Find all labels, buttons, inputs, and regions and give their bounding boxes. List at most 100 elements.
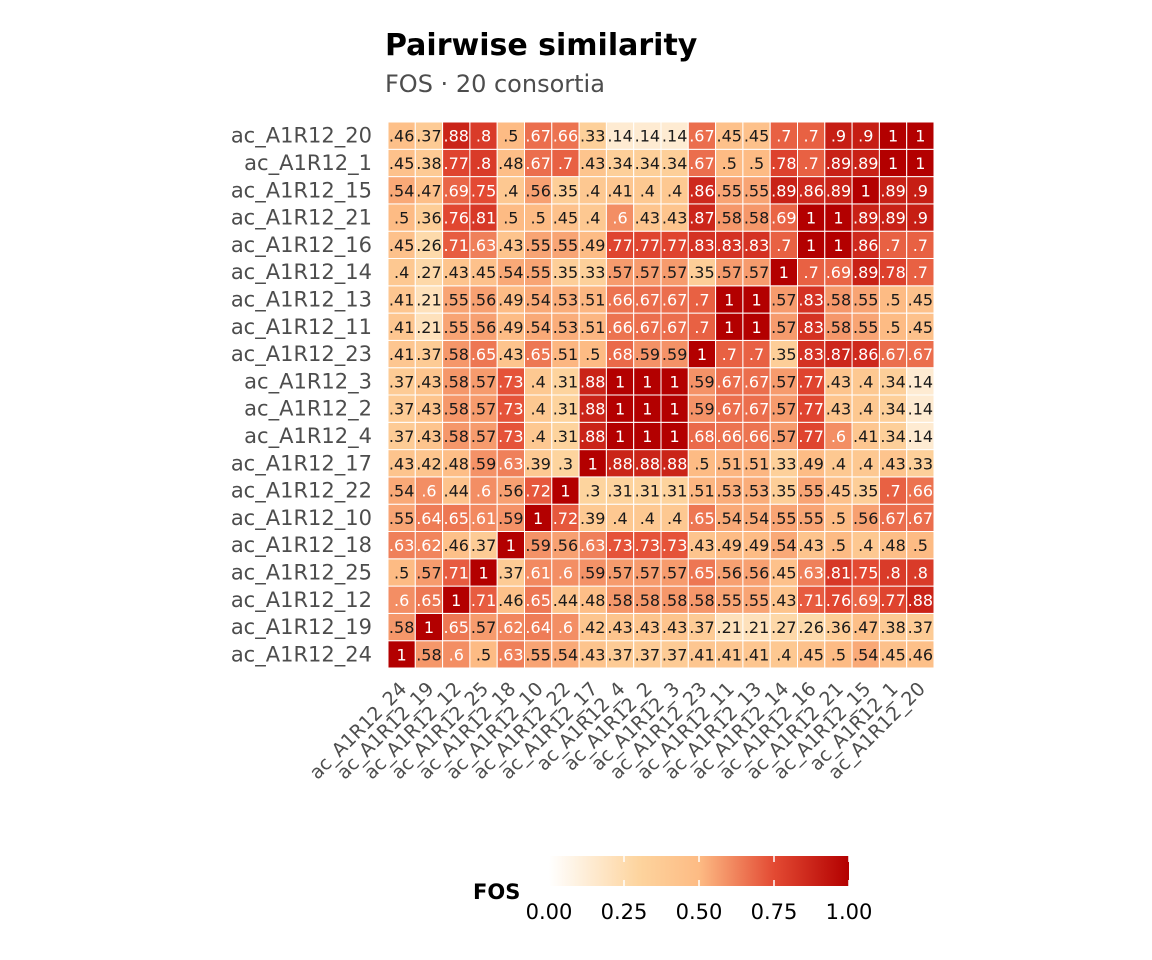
heatmap-cell [414, 203, 444, 232]
cell-value-label: .4 [776, 645, 791, 664]
heatmap-cell [414, 476, 444, 505]
heatmap-cell [414, 258, 444, 287]
heatmap-cell [551, 503, 580, 533]
heatmap-cell [851, 367, 880, 396]
cell-value-label: .61 [471, 509, 496, 528]
cell-value-label: .37 [389, 427, 414, 446]
cell-value-label: 1 [451, 591, 461, 610]
cell-value-label: .56 [717, 563, 742, 582]
cell-value-label: .88 [444, 127, 469, 146]
heatmap-cell [851, 312, 880, 341]
heatmap-cell [387, 421, 416, 451]
cell-value-label: .4 [503, 181, 518, 200]
cell-value-label: .58 [416, 645, 441, 664]
heatmap-cell [469, 258, 498, 287]
cell-value-label: .54 [525, 318, 550, 337]
cell-value-label: .49 [498, 290, 523, 309]
cell-value-label: .65 [444, 618, 469, 637]
heatmap-cell [769, 531, 799, 560]
cell-value-label: .89 [771, 181, 796, 200]
heatmap-cell [715, 640, 744, 669]
cell-value-label: .35 [771, 345, 796, 364]
heatmap-cell [797, 312, 826, 341]
heatmap-cell [906, 640, 935, 669]
cell-value-label: .89 [853, 209, 878, 228]
cell-value-label: .54 [389, 181, 414, 200]
cell-value-label: .83 [744, 236, 769, 255]
cell-value-label: .59 [689, 400, 714, 419]
heatmap-cell [605, 531, 635, 560]
cell-value-label: .55 [525, 236, 550, 255]
heatmap-cell [660, 285, 689, 314]
cell-value-label: .83 [717, 236, 742, 255]
cell-value-label: .21 [416, 290, 441, 309]
heatmap-cell [660, 531, 689, 560]
cell-value-label: .71 [471, 591, 496, 610]
heatmap-cell [742, 558, 771, 587]
cell-value-label: .6 [558, 563, 573, 582]
heatmap-cell [524, 640, 553, 669]
cell-value-label: .68 [607, 345, 632, 364]
heatmap-cell [633, 394, 662, 423]
heatmap-cell [715, 394, 744, 423]
cell-value-label: .7 [804, 154, 819, 173]
cell-value-label: .67 [908, 509, 933, 528]
cell-value-label: .58 [744, 209, 769, 228]
legend-tick-label: 0.25 [601, 900, 648, 924]
heatmap-cell [906, 394, 935, 423]
cell-value-label: .71 [798, 591, 823, 610]
cell-value-label: .67 [717, 400, 742, 419]
cell-value-label: .39 [525, 454, 550, 473]
heatmap-cell [824, 121, 853, 150]
cell-value-label: .41 [689, 645, 714, 664]
cell-value-label: .53 [744, 482, 769, 501]
cell-value-label: .41 [853, 427, 878, 446]
heatmap-cell [660, 176, 689, 205]
cell-value-label: .5 [503, 127, 518, 146]
cell-value-label: .66 [553, 127, 578, 146]
heatmap-cell [797, 612, 826, 642]
heatmap-cell [797, 121, 826, 150]
cell-value-label: .67 [744, 372, 769, 391]
heatmap-cell [496, 203, 526, 232]
cell-value-label: .45 [798, 645, 823, 664]
legend-tick-label: 1.00 [826, 900, 873, 924]
cell-value-label: 1 [697, 345, 707, 364]
heatmap-cell [387, 531, 416, 560]
heatmap-cell [605, 394, 635, 423]
heatmap-cell [414, 421, 444, 451]
cell-value-label: 1 [861, 181, 871, 200]
cell-value-label: .51 [553, 345, 578, 364]
cell-value-label: .75 [853, 563, 878, 582]
cell-value-label: .43 [416, 372, 441, 391]
cell-value-label: .54 [717, 509, 742, 528]
cell-value-label: .41 [389, 290, 414, 309]
cell-value-label: .57 [771, 372, 796, 391]
y-tick-label: ac_A1R12_22 [231, 479, 372, 504]
cell-value-label: .43 [607, 618, 632, 637]
heatmap-cell [824, 640, 853, 669]
cell-value-label: .14 [908, 400, 933, 419]
cell-value-label: .58 [444, 427, 469, 446]
cell-value-label: .55 [389, 509, 414, 528]
heatmap-cell [414, 230, 444, 259]
cell-value-label: 1 [642, 427, 652, 446]
y-tick-label: ac_A1R12_11 [231, 315, 372, 340]
cell-value-label: .37 [389, 372, 414, 391]
cell-value-label: .58 [689, 591, 714, 610]
cell-value-label: .48 [498, 154, 523, 173]
cell-value-label: .43 [798, 536, 823, 555]
cell-value-label: .43 [498, 236, 523, 255]
cell-value-label: .7 [913, 236, 928, 255]
heatmap-cell [687, 640, 717, 669]
cell-value-label: .4 [531, 372, 546, 391]
heatmap-cells: 1.58.6.5.63.55.54.43.37.37.37.41.41.41.4… [387, 121, 935, 669]
y-tick-label: ac_A1R12_3 [244, 369, 372, 394]
heatmap-cell [551, 612, 580, 642]
cell-value-label: .55 [744, 181, 769, 200]
heatmap-cell [660, 230, 689, 259]
cell-value-label: .6 [831, 427, 846, 446]
heatmap-cell [414, 394, 444, 423]
cell-value-label: .89 [826, 154, 851, 173]
